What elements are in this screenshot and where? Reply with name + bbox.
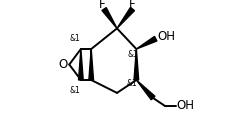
Polygon shape xyxy=(136,36,157,49)
Text: O: O xyxy=(58,58,67,71)
Text: OH: OH xyxy=(176,99,194,112)
Text: &1: &1 xyxy=(128,50,139,59)
Polygon shape xyxy=(117,7,135,28)
Text: F: F xyxy=(128,0,135,11)
Text: F: F xyxy=(99,0,106,11)
Text: &1: &1 xyxy=(126,79,137,88)
Text: &1: &1 xyxy=(69,86,80,95)
Polygon shape xyxy=(136,80,155,100)
Polygon shape xyxy=(79,49,83,80)
Polygon shape xyxy=(89,49,94,80)
Text: OH: OH xyxy=(158,30,176,43)
Polygon shape xyxy=(134,49,139,80)
Text: &1: &1 xyxy=(69,34,80,43)
Polygon shape xyxy=(102,8,117,28)
